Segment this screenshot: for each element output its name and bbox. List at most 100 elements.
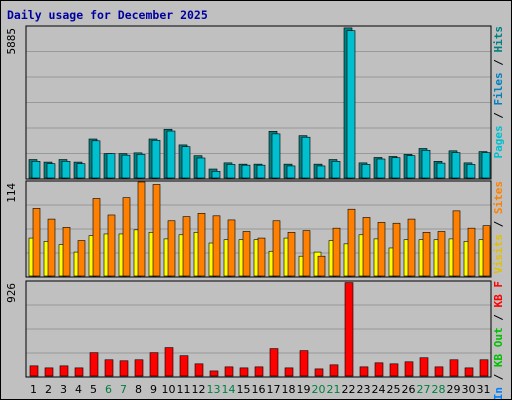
sites-bar: [467, 227, 476, 277]
day-label: 24: [372, 383, 386, 396]
day-label: 15: [237, 383, 251, 396]
kbf-bar: [329, 364, 339, 377]
legend-segment: Pages: [492, 125, 505, 158]
kbf-bar: [239, 367, 249, 377]
kbf-bar: [194, 363, 204, 377]
day-label: 31: [477, 383, 491, 396]
day-label: 18: [282, 383, 296, 396]
files-bar: [436, 162, 446, 179]
kbf-bar: [29, 365, 39, 377]
files-bar: [421, 149, 431, 179]
day-label: 25: [387, 383, 401, 396]
kbf-bar: [179, 355, 189, 377]
files-bar: [76, 163, 86, 179]
sites-bar: [242, 231, 251, 277]
sites-bar: [437, 231, 446, 277]
day-label: 28: [432, 383, 446, 396]
day-label: 3: [60, 383, 67, 396]
sites-bar: [137, 181, 146, 277]
files-bar: [256, 164, 266, 179]
sites-bar: [317, 255, 326, 277]
kbf-bar: [344, 282, 354, 377]
files-bar: [91, 140, 101, 179]
sites-bar: [482, 225, 491, 277]
day-label: 26: [402, 383, 416, 396]
sites-bar: [167, 220, 176, 277]
files-bar: [361, 164, 371, 179]
legend-segment: /: [492, 214, 505, 234]
kbf-bar: [74, 367, 84, 377]
day-label: 1: [30, 383, 37, 396]
day-label: 19: [297, 383, 311, 396]
day-label: 22: [342, 383, 356, 396]
files-bar: [46, 163, 56, 179]
files-bar: [31, 161, 41, 179]
kbf-bar: [44, 367, 54, 377]
kbf-bar: [314, 368, 324, 377]
kbf-bar: [104, 359, 114, 377]
sites-bar: [77, 240, 86, 277]
day-label: 9: [150, 383, 157, 396]
sites-bar: [302, 230, 311, 277]
day-label: 7: [120, 383, 127, 396]
sites-bar: [362, 217, 371, 277]
kbf-bar: [389, 363, 399, 377]
day-label: 14: [222, 383, 236, 396]
files-bar: [226, 164, 236, 179]
kbf-bar: [89, 352, 99, 377]
sites-bar: [257, 237, 266, 277]
day-label: 23: [357, 383, 371, 396]
side-legend-bot: KB In / KB Out / KB F: [492, 281, 505, 399]
kbf-bar: [449, 359, 459, 377]
day-label: 16: [252, 383, 266, 396]
kbf-bar: [59, 365, 69, 377]
files-bar: [241, 164, 251, 179]
sites-bar: [407, 218, 416, 277]
kbf-bar: [164, 347, 174, 377]
sites-bar: [107, 214, 116, 277]
day-label: 12: [192, 383, 206, 396]
day-label: 17: [267, 383, 281, 396]
legend-segment: /: [492, 106, 505, 126]
day-label: 21: [327, 383, 341, 396]
kbf-bar: [464, 367, 474, 377]
files-bar: [121, 154, 131, 179]
legend-segment: Sites: [492, 181, 505, 214]
sites-bar: [92, 198, 101, 277]
kbf-bar: [404, 361, 414, 377]
sites-bar: [422, 231, 431, 277]
day-label: 8: [135, 383, 142, 396]
day-label: 30: [462, 383, 476, 396]
sites-bar: [452, 210, 461, 277]
kbf-bar: [359, 366, 369, 377]
side-legend-top: Pages / Files / Hits: [492, 26, 505, 159]
files-bar: [196, 157, 206, 179]
kbf-bar: [254, 366, 264, 377]
kbf-bar: [419, 357, 429, 377]
files-bar: [451, 152, 461, 179]
sites-bar: [227, 219, 236, 277]
sites-bar: [392, 222, 401, 277]
sites-bar: [212, 215, 221, 277]
files-bar: [151, 139, 161, 179]
day-label: 11: [177, 383, 191, 396]
sites-bar: [122, 197, 131, 277]
kbf-bar: [269, 348, 279, 377]
files-bar: [211, 171, 221, 179]
legend-segment: /: [492, 308, 505, 328]
files-bar: [61, 161, 71, 179]
day-label: 2: [45, 383, 52, 396]
sites-bar: [347, 208, 356, 277]
kbf-bar: [299, 350, 309, 377]
files-bar: [376, 158, 386, 179]
sites-bar: [197, 213, 206, 277]
kbf-bar: [209, 370, 219, 377]
files-bar: [106, 153, 116, 179]
files-bar: [271, 133, 281, 179]
day-label: 5: [90, 383, 97, 396]
y-max-label: 114: [5, 183, 18, 203]
panel-border: [25, 25, 492, 180]
files-bar: [331, 161, 341, 179]
day-label: 13: [207, 383, 221, 396]
